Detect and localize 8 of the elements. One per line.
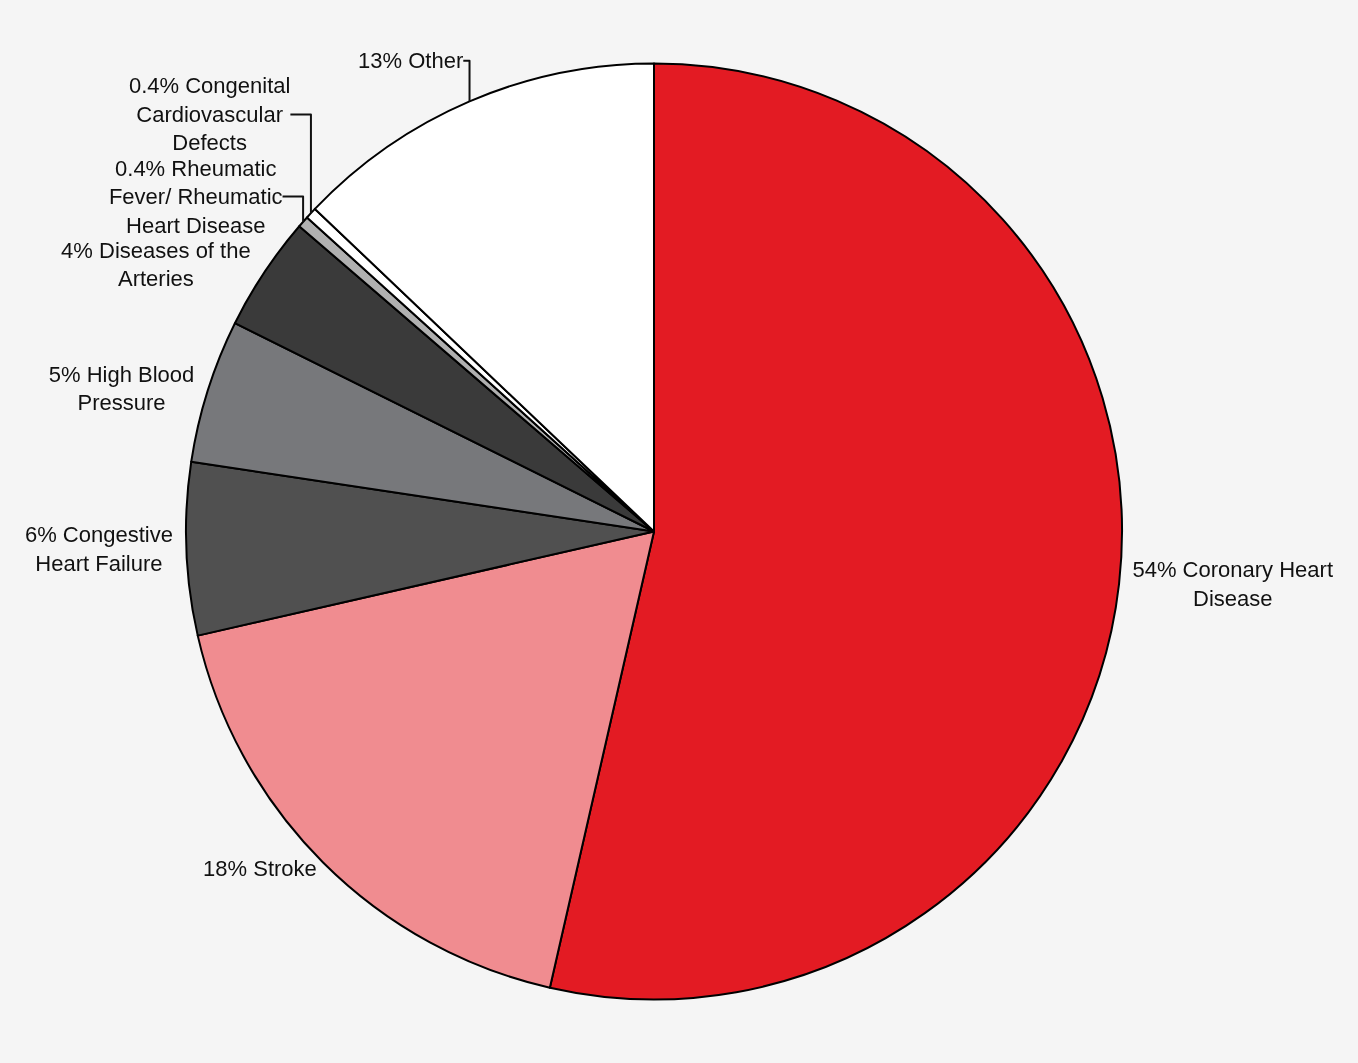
slice-label: 4% Diseases of the Arteries [61,237,251,292]
slice-label: 0.4% Rheumatic Fever/ Rheumatic Heart Disease [108,155,283,238]
slice-label: 0.4% Congenital Cardiovascular Defects [128,73,291,156]
slice-label: 18% Stroke [203,856,317,882]
slice-label: 54% Coronary Heart Disease [1132,557,1333,612]
slice-label: 13% Other [358,48,464,74]
slice-label: 5% High Blood Pressure [48,361,195,416]
slice-label: 6% Congestive Heart Failure [24,522,173,576]
